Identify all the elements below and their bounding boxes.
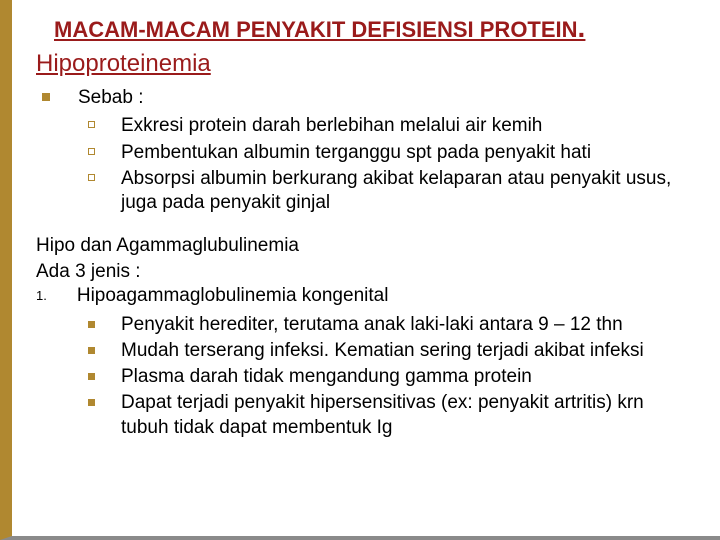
number-marker: 1. bbox=[36, 288, 47, 303]
outline-square-bullet-icon bbox=[88, 148, 95, 155]
section1-label: Sebab : bbox=[78, 86, 144, 110]
list-item: Absorpsi albumin berkurang akibat kelapa… bbox=[88, 167, 696, 216]
three-types-label: Ada 3 jenis : bbox=[36, 260, 696, 284]
list-item: Exkresi protein darah berlebihan melalui… bbox=[88, 114, 696, 138]
list-item-text: Exkresi protein darah berlebihan melalui… bbox=[121, 114, 542, 138]
list-item: Mudah terserang infeksi. Kematian sering… bbox=[88, 339, 696, 363]
list-item: Pembentukan albumin terganggu spt pada p… bbox=[88, 141, 696, 165]
slide-container: MACAM-MACAM PENYAKIT DEFISIENSI PROTEIN.… bbox=[0, 0, 720, 540]
square-bullet-icon bbox=[88, 399, 95, 406]
subtitle-agammaglobulinemia: Hipo dan Agammaglubulinemia bbox=[36, 234, 696, 258]
square-bullet-icon bbox=[88, 321, 95, 328]
numbered-item-1: 1. Hipoagammaglobulinemia kongenital bbox=[36, 284, 696, 308]
square-bullet-icon bbox=[42, 93, 50, 101]
title-text: MACAM-MACAM PENYAKIT DEFISIENSI PROTEIN bbox=[54, 17, 578, 42]
outline-square-bullet-icon bbox=[88, 121, 95, 128]
outline-square-bullet-icon bbox=[88, 174, 95, 181]
title-period: . bbox=[578, 12, 586, 43]
list-item-text: Plasma darah tidak mengandung gamma prot… bbox=[121, 365, 532, 389]
subtitle-hipoproteinemia: Hipoproteinemia bbox=[36, 50, 696, 78]
list-item-text: Penyakit herediter, terutama anak laki-l… bbox=[121, 313, 623, 337]
slide-title: MACAM-MACAM PENYAKIT DEFISIENSI PROTEIN. bbox=[54, 12, 696, 44]
list-item-text: Dapat terjadi penyakit hipersensitivas (… bbox=[121, 391, 696, 440]
list-item: Dapat terjadi penyakit hipersensitivas (… bbox=[88, 391, 696, 440]
numbered-item-label: Hipoagammaglobulinemia kongenital bbox=[77, 284, 389, 308]
square-bullet-icon bbox=[88, 347, 95, 354]
list-item-text: Mudah terserang infeksi. Kematian sering… bbox=[121, 339, 644, 363]
list-item-text: Absorpsi albumin berkurang akibat kelapa… bbox=[121, 167, 696, 216]
list-item-text: Pembentukan albumin terganggu spt pada p… bbox=[121, 141, 591, 165]
list-item: Penyakit herediter, terutama anak laki-l… bbox=[88, 313, 696, 337]
square-bullet-icon bbox=[88, 373, 95, 380]
section1-header-row: Sebab : bbox=[42, 86, 696, 110]
list-item: Plasma darah tidak mengandung gamma prot… bbox=[88, 365, 696, 389]
